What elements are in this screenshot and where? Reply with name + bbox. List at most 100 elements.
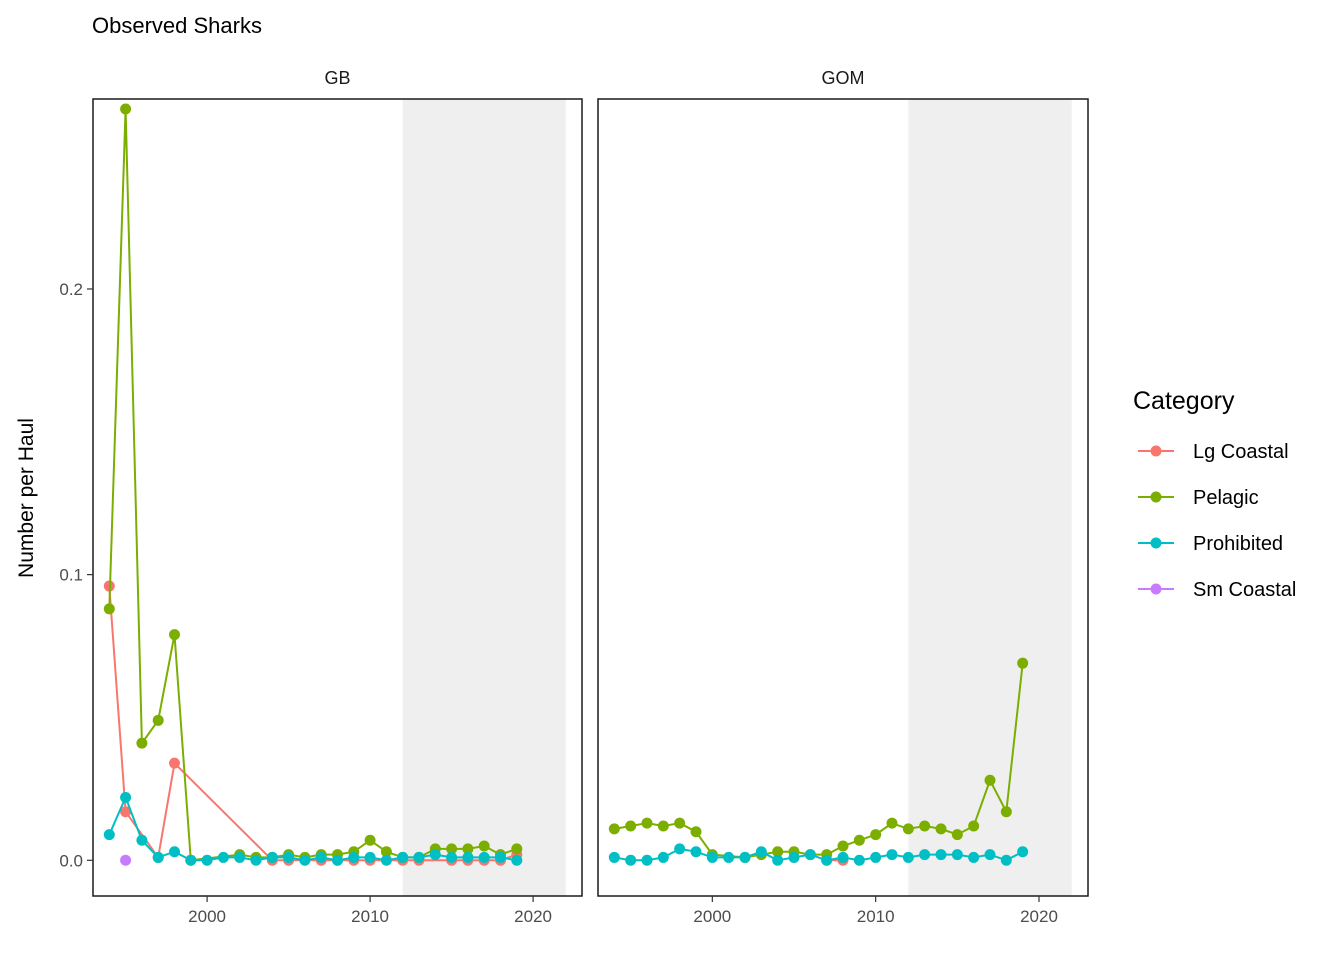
data-point bbox=[984, 849, 996, 861]
x-tick-label: 2020 bbox=[1020, 907, 1058, 926]
legend-label: Pelagic bbox=[1193, 487, 1259, 509]
data-point bbox=[185, 854, 197, 866]
data-point bbox=[136, 737, 148, 749]
panel-gb: GB 2000 2010 2020 0.0 0.1 0.2 bbox=[59, 68, 583, 926]
data-point bbox=[641, 817, 653, 829]
shaded-region bbox=[402, 99, 566, 896]
data-point bbox=[821, 854, 833, 866]
data-point bbox=[1017, 657, 1029, 669]
data-point bbox=[902, 851, 914, 863]
data-point bbox=[919, 849, 931, 861]
data-point bbox=[152, 851, 164, 863]
data-point bbox=[120, 103, 132, 115]
data-point bbox=[723, 851, 735, 863]
data-point bbox=[837, 840, 849, 852]
data-point bbox=[870, 829, 882, 841]
data-point bbox=[902, 823, 914, 835]
data-point bbox=[625, 820, 637, 832]
data-point bbox=[120, 791, 132, 803]
panel-strip-label: GB bbox=[324, 68, 350, 88]
data-point bbox=[1017, 846, 1029, 858]
data-point bbox=[772, 854, 784, 866]
data-point bbox=[120, 854, 132, 866]
legend-label: Prohibited bbox=[1193, 533, 1283, 555]
data-point bbox=[429, 849, 441, 861]
data-point bbox=[853, 854, 865, 866]
data-point bbox=[266, 851, 278, 863]
x-tick-label: 2000 bbox=[693, 907, 731, 926]
x-tick-label: 2010 bbox=[857, 907, 895, 926]
legend-key-point bbox=[1150, 583, 1162, 595]
data-point bbox=[837, 851, 849, 863]
data-point bbox=[169, 629, 180, 641]
y-tick-label: 0.1 bbox=[59, 566, 83, 585]
panel-gom: GOM 2000 2010 2020 bbox=[597, 68, 1089, 926]
data-point bbox=[462, 843, 474, 855]
data-point bbox=[446, 843, 458, 855]
panel-strip-label: GOM bbox=[822, 68, 865, 88]
legend-label: Sm Coastal bbox=[1193, 579, 1296, 601]
data-point bbox=[951, 849, 963, 861]
panel-border bbox=[92, 98, 583, 897]
data-point bbox=[853, 834, 865, 846]
x-tick-label: 2020 bbox=[514, 907, 552, 926]
data-point bbox=[755, 846, 767, 858]
data-point bbox=[886, 817, 898, 829]
data-point bbox=[299, 854, 311, 866]
data-point bbox=[478, 840, 490, 852]
legend-item: Prohibited bbox=[1138, 533, 1283, 555]
legend-title: Category bbox=[1133, 387, 1235, 415]
data-point bbox=[446, 851, 458, 863]
data-point bbox=[870, 851, 882, 863]
data-point bbox=[919, 820, 931, 832]
data-point bbox=[968, 851, 980, 863]
data-point bbox=[462, 851, 474, 863]
data-point bbox=[804, 849, 816, 861]
data-point bbox=[380, 854, 392, 866]
data-point bbox=[935, 823, 947, 835]
data-point bbox=[608, 823, 620, 835]
y-tick-label: 0.2 bbox=[59, 280, 83, 299]
data-point bbox=[886, 849, 898, 861]
data-point bbox=[935, 849, 947, 861]
x-tick-label: 2000 bbox=[188, 907, 226, 926]
legend-item: Pelagic bbox=[1138, 487, 1259, 509]
data-point bbox=[120, 806, 132, 818]
data-point bbox=[315, 851, 327, 863]
data-point bbox=[478, 851, 490, 863]
data-point bbox=[136, 834, 148, 846]
data-point bbox=[234, 851, 246, 863]
data-point bbox=[283, 851, 295, 863]
shaded-region bbox=[908, 99, 1072, 896]
legend-item: Lg Coastal bbox=[1138, 441, 1289, 463]
data-point bbox=[511, 843, 523, 855]
data-point bbox=[364, 834, 376, 846]
data-point bbox=[201, 854, 213, 866]
series-sm-coastal bbox=[120, 854, 132, 866]
data-point bbox=[250, 854, 262, 866]
data-point bbox=[348, 851, 360, 863]
data-point bbox=[608, 851, 620, 863]
data-point bbox=[772, 846, 784, 858]
legend-label: Lg Coastal bbox=[1193, 441, 1289, 463]
data-point bbox=[397, 851, 409, 863]
series-prohibited bbox=[608, 843, 1029, 866]
x-tick-label: 2010 bbox=[351, 907, 389, 926]
legend: Category Lg Coastal Pelagic Prohibited Sm C… bbox=[1133, 387, 1296, 601]
data-point bbox=[690, 826, 702, 838]
data-point bbox=[690, 846, 702, 858]
data-point bbox=[788, 851, 800, 863]
data-point bbox=[968, 820, 980, 832]
data-point bbox=[217, 851, 229, 863]
data-point bbox=[152, 714, 164, 726]
panels: GB 2000 2010 2020 0.0 0.1 0.2 GOM 2000 2010 2020 bbox=[59, 68, 1089, 926]
panel-border bbox=[597, 98, 1089, 897]
data-point bbox=[495, 851, 506, 863]
data-point bbox=[332, 854, 343, 866]
data-point bbox=[103, 829, 115, 841]
data-point bbox=[674, 817, 686, 829]
data-point bbox=[706, 851, 718, 863]
data-point bbox=[169, 757, 180, 769]
data-point bbox=[169, 846, 180, 858]
